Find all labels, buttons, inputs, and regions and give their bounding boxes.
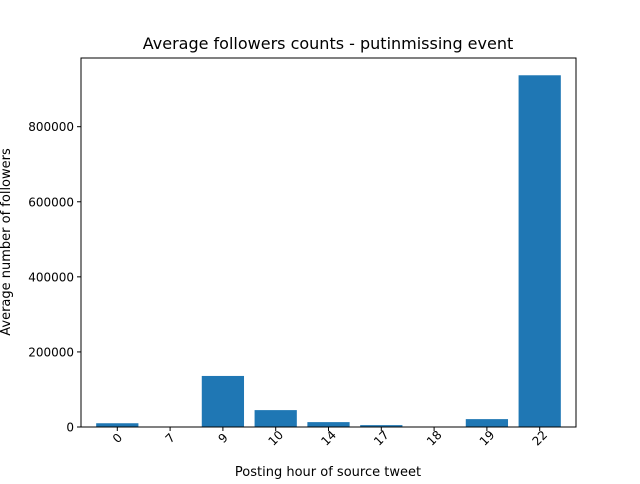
y-tick-label: 600000 xyxy=(28,195,74,209)
bar-9 xyxy=(202,376,244,427)
y-tick-label: 400000 xyxy=(28,270,74,284)
bar-14 xyxy=(307,422,349,427)
y-tick-label: 200000 xyxy=(28,345,74,359)
bar-10 xyxy=(255,410,297,427)
bar-0 xyxy=(96,423,138,427)
bar-22 xyxy=(519,75,561,427)
chart-title: Average followers counts - putinmissing … xyxy=(143,34,514,53)
y-axis-label: Average number of followers xyxy=(0,148,14,336)
x-axis-label: Posting hour of source tweet xyxy=(235,465,421,480)
y-tick-label: 800000 xyxy=(28,120,74,134)
y-tick-label: 0 xyxy=(66,421,74,435)
bar-19 xyxy=(466,419,508,427)
